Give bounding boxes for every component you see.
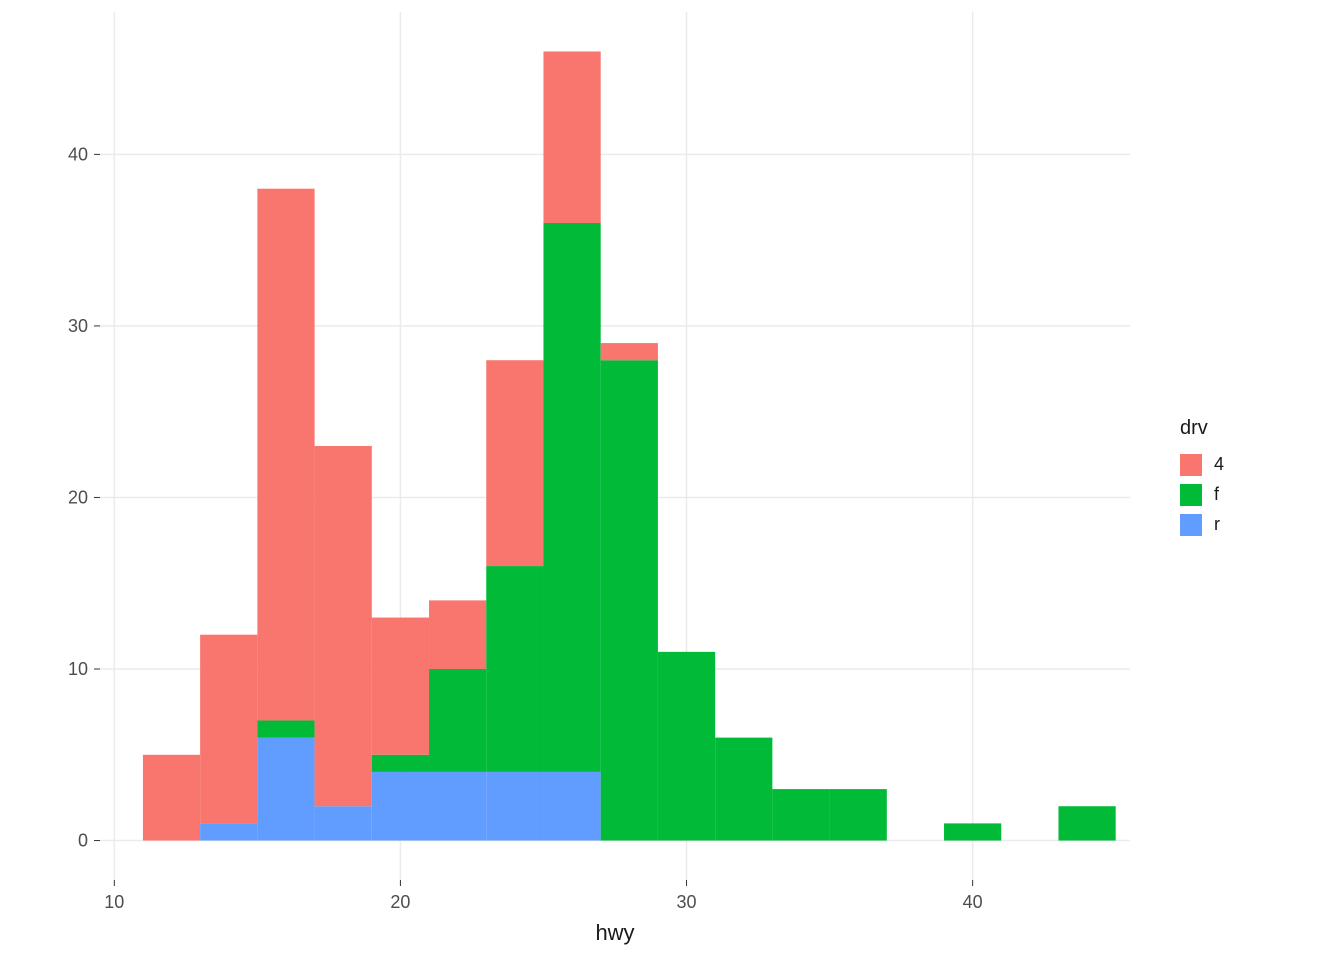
svg-text:40: 40 xyxy=(963,892,983,912)
bar-4 xyxy=(429,600,486,669)
bar-4 xyxy=(372,618,429,755)
bar-f xyxy=(715,738,772,841)
svg-text:20: 20 xyxy=(390,892,410,912)
legend-label-f: f xyxy=(1214,484,1219,505)
bar-r xyxy=(486,772,543,841)
legend: drv 4 fr xyxy=(1150,0,1224,960)
svg-text:30: 30 xyxy=(68,316,88,336)
x-ticks: 10 20 30 40 xyxy=(104,880,982,912)
bar-f xyxy=(658,652,715,841)
bar-f xyxy=(1058,806,1115,840)
svg-text:20: 20 xyxy=(68,487,88,507)
bar-f xyxy=(429,669,486,772)
bar-f xyxy=(257,720,314,737)
legend-item-4: 4 xyxy=(1180,454,1224,476)
bar-4 xyxy=(143,755,200,841)
legend-items: 4 fr xyxy=(1180,454,1224,544)
legend-label-r: r xyxy=(1214,514,1220,535)
bar-r xyxy=(315,806,372,840)
y-ticks: 0 10 20 30 40 xyxy=(68,144,100,850)
bar-r xyxy=(200,823,257,840)
bar-4 xyxy=(257,189,314,721)
bar-r xyxy=(257,738,314,841)
chart-panel: 10 20 30 40 0 10 20 30 40 hwy xyxy=(0,0,1150,960)
legend-item-r: r xyxy=(1180,514,1224,536)
bar-r xyxy=(543,772,600,841)
bar-f xyxy=(772,789,829,840)
svg-text:40: 40 xyxy=(68,144,88,164)
x-axis-label: hwy xyxy=(595,920,634,945)
svg-text:10: 10 xyxy=(68,659,88,679)
legend-swatch-4 xyxy=(1180,454,1202,476)
bar-4 xyxy=(200,635,257,824)
legend-title: drv xyxy=(1180,417,1224,440)
bar-r xyxy=(429,772,486,841)
bar-f xyxy=(372,755,429,772)
legend-label-4: 4 xyxy=(1214,454,1224,475)
legend-swatch-f xyxy=(1180,484,1202,506)
bar-4 xyxy=(601,343,658,360)
bar-4 xyxy=(486,360,543,566)
bar-r xyxy=(372,772,429,841)
svg-text:0: 0 xyxy=(78,831,88,851)
svg-text:30: 30 xyxy=(677,892,697,912)
svg-text:10: 10 xyxy=(104,892,124,912)
histogram-svg: 10 20 30 40 0 10 20 30 40 hwy xyxy=(0,0,1150,960)
bar-f xyxy=(830,789,887,840)
legend-item-f: f xyxy=(1180,484,1224,506)
bar-f xyxy=(543,223,600,772)
legend-swatch-r xyxy=(1180,514,1202,536)
bar-f xyxy=(601,360,658,840)
bar-f xyxy=(486,566,543,772)
bar-4 xyxy=(543,51,600,223)
chart-container: 10 20 30 40 0 10 20 30 40 hwy drv 4 fr xyxy=(0,0,1344,960)
bar-4 xyxy=(315,446,372,806)
bar-f xyxy=(944,823,1001,840)
